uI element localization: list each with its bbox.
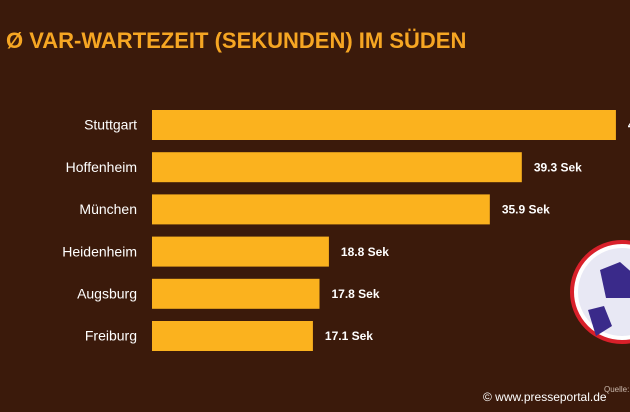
value-label: 39.3 Sek: [534, 160, 582, 174]
category-label: Stuttgart: [84, 117, 137, 133]
watermark: © www.presseportal.de: [483, 390, 607, 404]
category-label: Hoffenheim: [66, 159, 137, 175]
bar: [152, 194, 490, 225]
value-label: 18.8 Sek: [341, 245, 389, 259]
bar: [152, 152, 522, 183]
value-label: 17.1 Sek: [325, 329, 373, 343]
bar: [152, 321, 313, 351]
category-label: München: [79, 201, 137, 217]
bar: [152, 110, 616, 140]
ball: [570, 240, 630, 344]
category-label: Augsburg: [77, 286, 137, 302]
chart-title: Ø VAR-WARTEZEIT (SEKUNDEN) IM SÜDEN: [6, 28, 466, 53]
value-label: 49.3 Sek: [628, 118, 630, 132]
value-label: 17.8 Sek: [331, 287, 379, 301]
bar: [152, 278, 320, 309]
category-label: Heidenheim: [62, 243, 137, 259]
bar: [152, 236, 329, 267]
value-label: 35.9 Sek: [502, 203, 550, 217]
category-label: Freiburg: [85, 328, 137, 344]
source: Quelle:: [604, 385, 629, 394]
